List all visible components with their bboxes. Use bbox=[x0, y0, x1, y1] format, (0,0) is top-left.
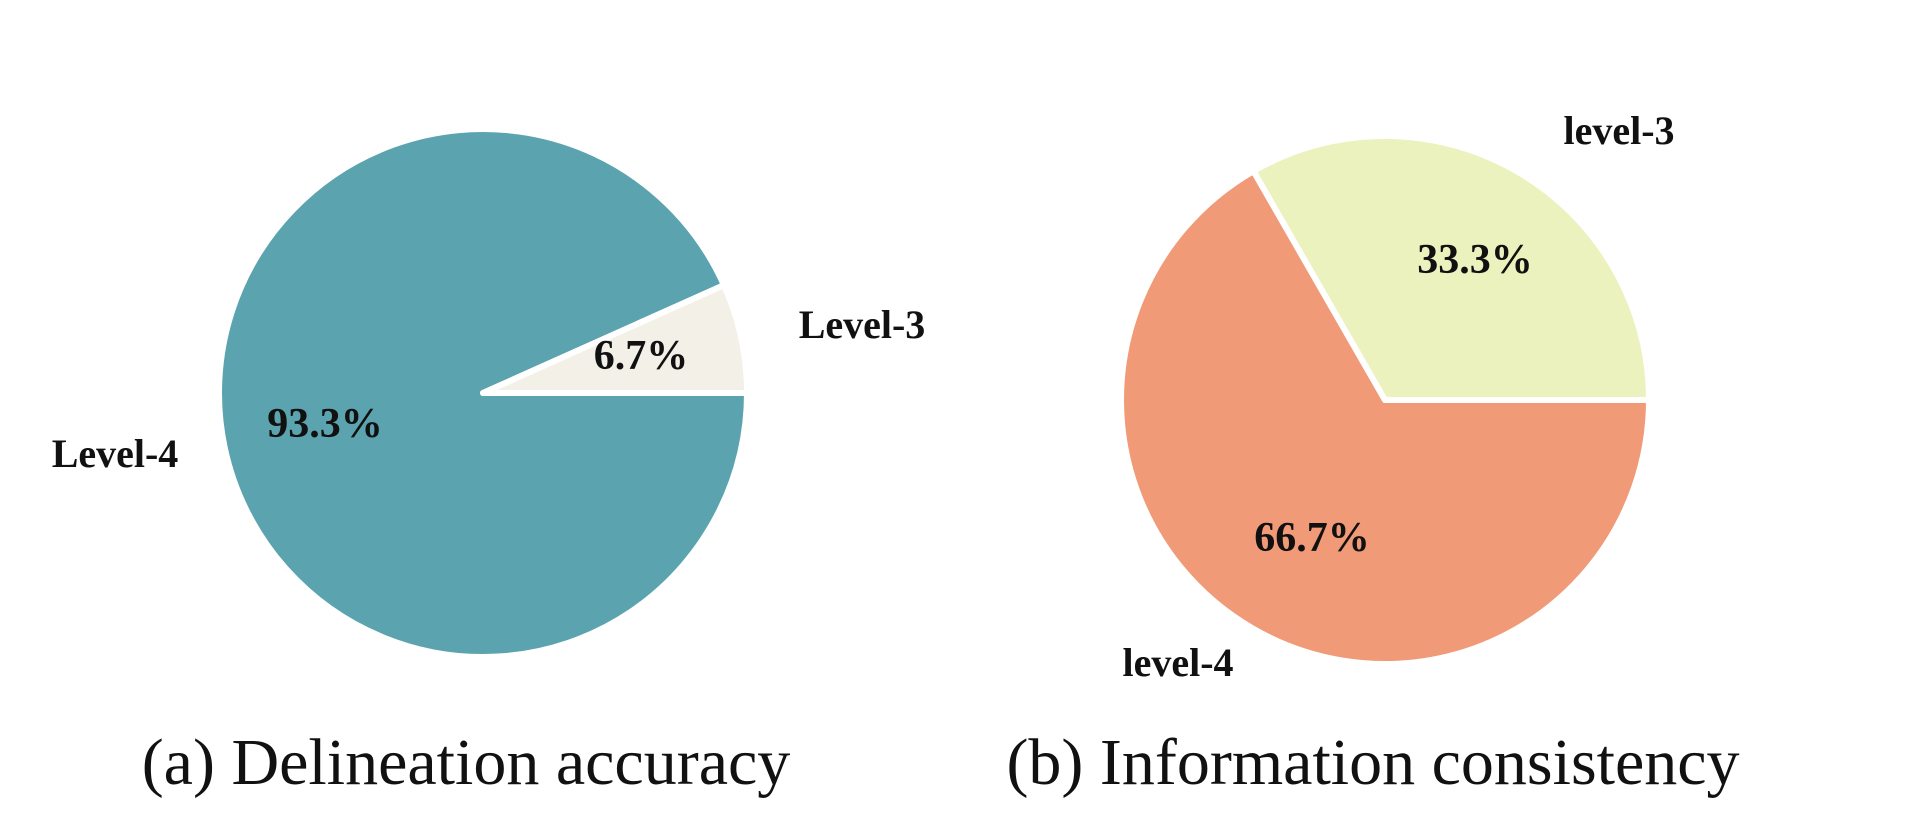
pie-b-pct-level-3: 33.3% bbox=[1417, 237, 1533, 283]
pie-chart-delineation-accuracy: 93.3% 6.7% Level-4 Level-3 (a) Delineati… bbox=[52, 126, 926, 799]
caption-b: (b) Information consistency bbox=[1006, 726, 1739, 799]
pie-a-label-level-3: Level-3 bbox=[799, 302, 926, 347]
caption-a: (a) Delineation accuracy bbox=[142, 726, 791, 799]
pie-b-label-level-3: level-3 bbox=[1563, 108, 1674, 153]
pie-a-pct-level-3: 6.7% bbox=[594, 333, 689, 379]
pie-a-slice-level-3 bbox=[480, 282, 750, 396]
pie-chart-information-consistency: 33.3% 66.7% level-3 level-4 (b) Informat… bbox=[1006, 108, 1739, 799]
pie-b-slice-level-4 bbox=[1118, 168, 1652, 667]
pie-b-pct-level-4: 66.7% bbox=[1254, 515, 1370, 561]
pie-b-slice-level-3 bbox=[1250, 133, 1652, 403]
pie-a-label-level-4: Level-4 bbox=[52, 431, 179, 476]
pie-a-pct-level-4: 93.3% bbox=[267, 401, 383, 447]
pie-b-label-level-4: level-4 bbox=[1122, 640, 1233, 685]
